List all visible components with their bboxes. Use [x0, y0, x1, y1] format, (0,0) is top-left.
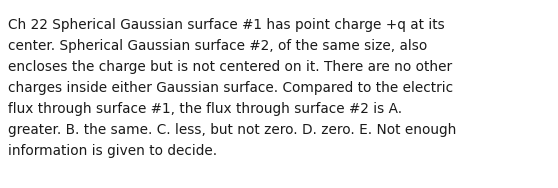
Text: encloses the charge but is not centered on it. There are no other: encloses the charge but is not centered …: [8, 60, 452, 74]
Text: center. Spherical Gaussian surface #2, of the same size, also: center. Spherical Gaussian surface #2, o…: [8, 39, 427, 53]
Text: Ch 22 Spherical Gaussian surface #1 has point charge +q at its: Ch 22 Spherical Gaussian surface #1 has …: [8, 18, 445, 32]
Text: charges inside either Gaussian surface. Compared to the electric: charges inside either Gaussian surface. …: [8, 81, 453, 95]
Text: information is given to decide.: information is given to decide.: [8, 144, 217, 158]
Text: greater. B. the same. C. less, but not zero. D. zero. E. Not enough: greater. B. the same. C. less, but not z…: [8, 123, 456, 137]
Text: flux through surface #1, the flux through surface #2 is A.: flux through surface #1, the flux throug…: [8, 102, 402, 116]
